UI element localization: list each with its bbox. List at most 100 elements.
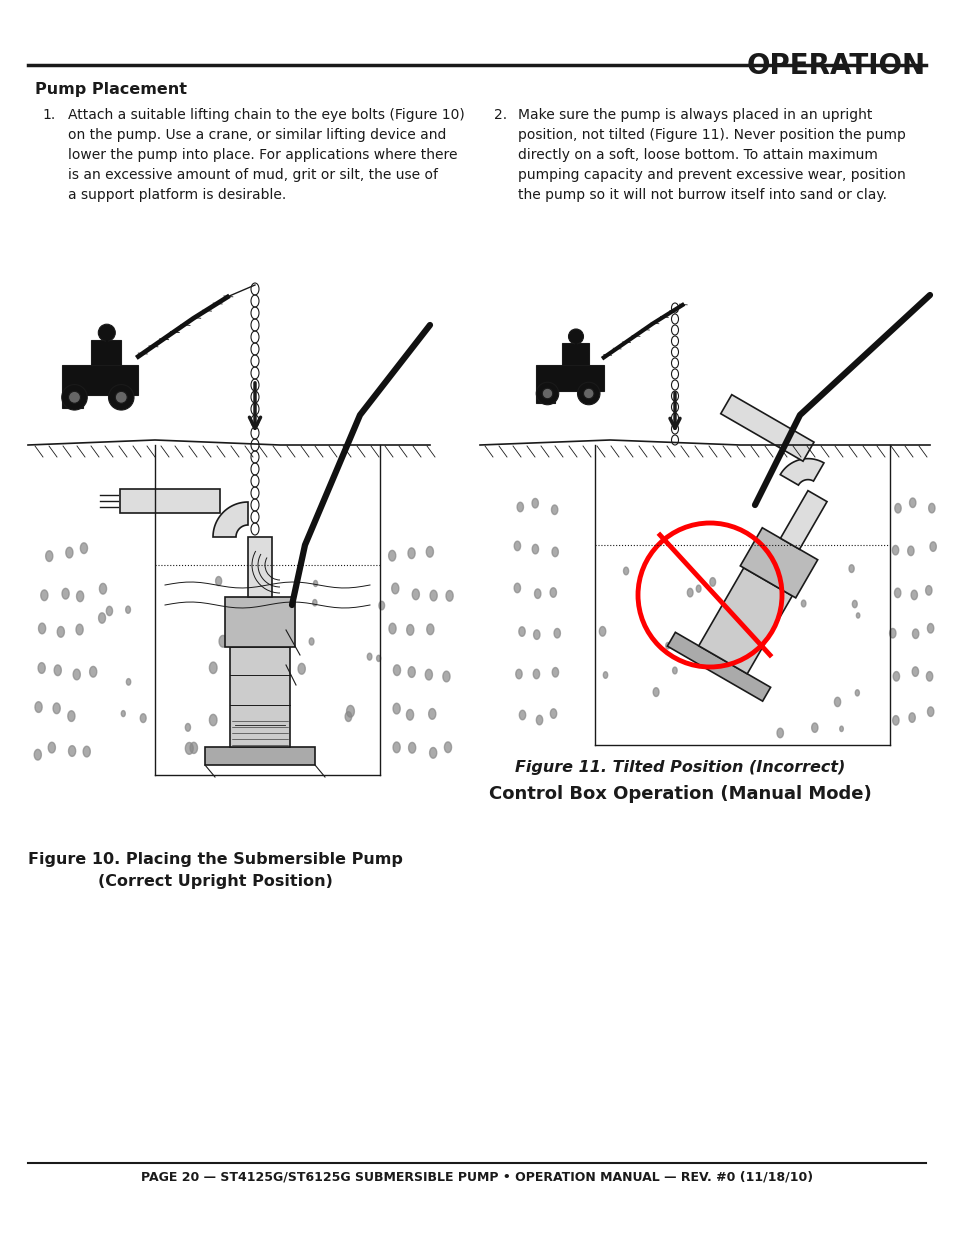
FancyBboxPatch shape [698, 568, 791, 674]
Polygon shape [140, 714, 146, 722]
Polygon shape [213, 501, 248, 537]
Polygon shape [106, 606, 112, 615]
Polygon shape [517, 503, 523, 511]
FancyBboxPatch shape [720, 395, 813, 461]
Polygon shape [926, 706, 933, 716]
Polygon shape [426, 624, 434, 635]
Polygon shape [76, 624, 83, 635]
Polygon shape [38, 622, 46, 634]
Polygon shape [408, 667, 415, 677]
Polygon shape [518, 710, 525, 720]
Polygon shape [856, 613, 859, 618]
Polygon shape [780, 458, 823, 485]
FancyBboxPatch shape [120, 489, 220, 513]
Polygon shape [908, 498, 915, 508]
Polygon shape [717, 637, 722, 646]
Circle shape [541, 388, 552, 399]
Circle shape [98, 325, 115, 341]
Polygon shape [888, 629, 895, 638]
Polygon shape [90, 667, 96, 677]
Polygon shape [57, 626, 65, 637]
Text: 1.: 1. [42, 107, 55, 122]
Polygon shape [653, 688, 659, 697]
Circle shape [69, 391, 80, 404]
Circle shape [109, 384, 133, 410]
Polygon shape [834, 698, 840, 706]
Polygon shape [388, 551, 395, 561]
Polygon shape [536, 715, 542, 725]
FancyBboxPatch shape [780, 490, 826, 550]
Polygon shape [428, 709, 436, 719]
FancyBboxPatch shape [62, 366, 138, 395]
Polygon shape [346, 705, 354, 718]
Polygon shape [215, 577, 221, 585]
Polygon shape [406, 625, 414, 635]
Polygon shape [929, 542, 935, 551]
Polygon shape [54, 664, 61, 676]
Polygon shape [665, 642, 669, 648]
Polygon shape [426, 546, 433, 557]
Polygon shape [801, 600, 805, 606]
Polygon shape [811, 722, 817, 732]
Polygon shape [924, 585, 931, 595]
Polygon shape [209, 714, 216, 726]
Polygon shape [532, 545, 538, 553]
Polygon shape [262, 699, 270, 709]
Polygon shape [209, 662, 217, 673]
Polygon shape [376, 656, 380, 662]
Text: Figure 10. Placing the Submersible Pump: Figure 10. Placing the Submersible Pump [28, 852, 402, 867]
FancyBboxPatch shape [536, 391, 555, 403]
Polygon shape [35, 701, 42, 713]
Text: (Correct Upright Position): (Correct Upright Position) [97, 874, 332, 889]
Polygon shape [514, 583, 520, 593]
Polygon shape [393, 703, 400, 714]
Polygon shape [185, 742, 193, 755]
Polygon shape [297, 663, 305, 674]
Polygon shape [925, 672, 932, 680]
Polygon shape [839, 726, 842, 731]
Polygon shape [686, 588, 692, 597]
Polygon shape [906, 546, 913, 556]
Polygon shape [73, 669, 80, 679]
Text: 2.: 2. [494, 107, 507, 122]
Polygon shape [389, 624, 395, 634]
Text: Control Box Operation (Manual Mode): Control Box Operation (Manual Mode) [488, 785, 870, 803]
Polygon shape [76, 590, 84, 601]
Polygon shape [126, 606, 131, 614]
Polygon shape [309, 637, 314, 645]
Polygon shape [891, 546, 898, 555]
Polygon shape [442, 671, 450, 682]
Circle shape [577, 383, 599, 405]
Polygon shape [696, 585, 700, 593]
Polygon shape [776, 729, 782, 737]
Polygon shape [533, 669, 539, 679]
Text: OPERATION: OPERATION [746, 52, 925, 80]
Polygon shape [444, 742, 451, 752]
Polygon shape [80, 542, 88, 553]
Polygon shape [62, 588, 70, 599]
FancyBboxPatch shape [248, 537, 272, 597]
Polygon shape [911, 667, 918, 677]
FancyBboxPatch shape [91, 340, 121, 366]
Circle shape [583, 388, 594, 399]
Polygon shape [908, 713, 914, 722]
Polygon shape [367, 653, 372, 659]
Polygon shape [892, 715, 898, 725]
Polygon shape [534, 589, 540, 599]
Polygon shape [253, 636, 261, 647]
Text: Make sure the pump is always placed in an upright
position, not tilted (Figure 1: Make sure the pump is always placed in a… [517, 107, 905, 203]
Polygon shape [552, 667, 558, 677]
Polygon shape [429, 747, 436, 758]
Polygon shape [514, 541, 520, 551]
Polygon shape [446, 590, 453, 601]
Polygon shape [46, 551, 52, 562]
Polygon shape [393, 664, 400, 676]
Circle shape [536, 383, 558, 405]
Polygon shape [126, 678, 131, 685]
Text: Pump Placement: Pump Placement [35, 82, 187, 98]
Polygon shape [393, 742, 400, 752]
Polygon shape [516, 669, 521, 679]
Polygon shape [709, 578, 715, 587]
Polygon shape [602, 672, 607, 678]
Polygon shape [392, 583, 398, 594]
